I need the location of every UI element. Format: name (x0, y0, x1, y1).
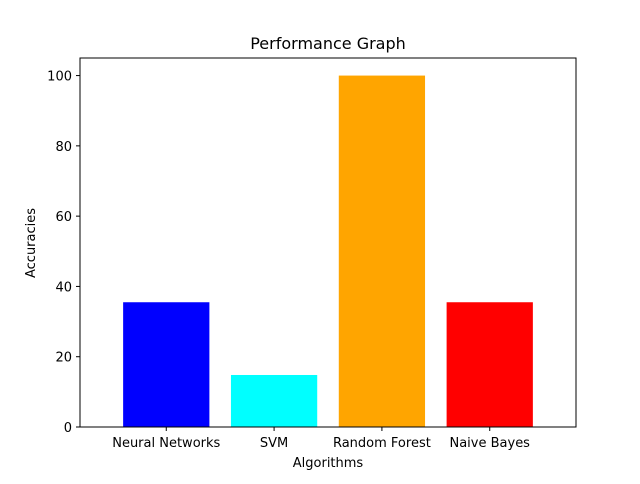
bar-random-forest (338, 75, 426, 428)
x-tick-label: SVM (260, 436, 288, 451)
y-tick-label: 40 (55, 280, 72, 295)
x-tick-label: Neural Networks (112, 436, 220, 451)
bar-naive-bayes (446, 302, 533, 427)
y-tick-label: 100 (47, 70, 72, 85)
x-tick-label: Random Forest (333, 436, 431, 451)
chart-title: Performance Graph (250, 34, 406, 53)
y-tick-label: 60 (55, 210, 72, 225)
x-tick-label: Naive Bayes (449, 436, 530, 451)
y-axis-label: Accuracies (24, 208, 39, 278)
bars-layer (123, 75, 533, 428)
plot-frame (79, 57, 577, 428)
y-tick-label: 80 (55, 140, 72, 155)
y-tick-label: 0 (64, 421, 72, 436)
bar-neural-networks (123, 302, 210, 427)
x-axis: Neural Networks SVM Random Forest Naive Bay… (112, 427, 530, 451)
y-axis: 0 20 40 60 80 100 (47, 70, 80, 436)
bar-svm (230, 374, 318, 427)
y-tick-label: 20 (55, 351, 72, 366)
x-axis-label: Algorithms (293, 456, 364, 471)
